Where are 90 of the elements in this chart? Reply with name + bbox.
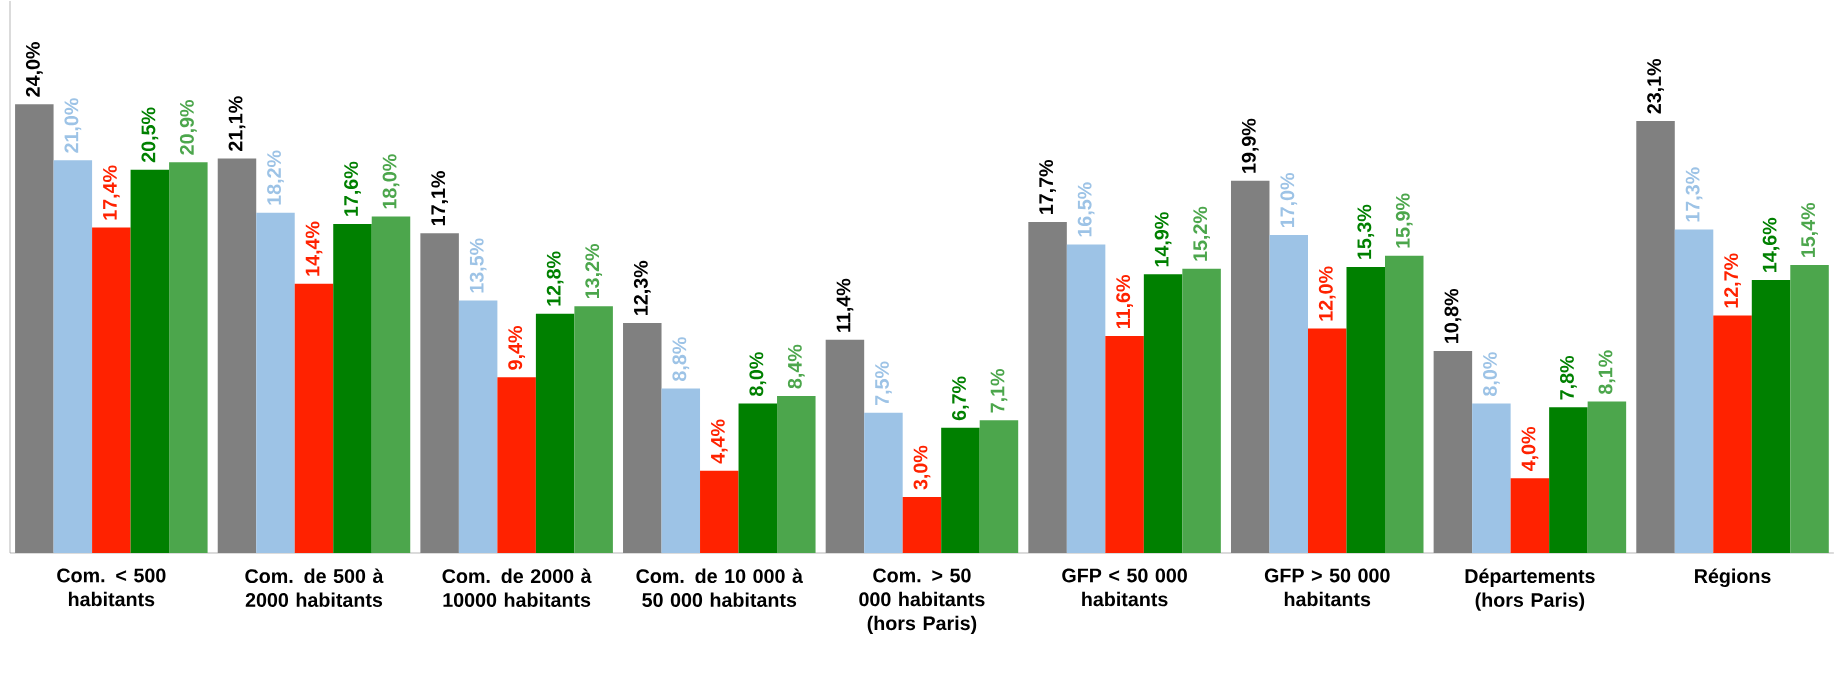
data-label: 23,1% xyxy=(1647,58,1664,114)
bar xyxy=(738,403,778,553)
bar xyxy=(1307,328,1347,553)
x-tick-label: GFP < 50 000 habitants xyxy=(1062,568,1187,607)
data-label: 12,0% xyxy=(1318,266,1336,321)
bar xyxy=(371,216,411,553)
data-label: 13,2% xyxy=(585,244,603,299)
x-tick-label: Régions xyxy=(1695,568,1771,588)
bar xyxy=(1385,255,1424,553)
bar xyxy=(1182,268,1221,553)
x-tick-label: Com. > 50 000 habitants (hors Paris) xyxy=(859,568,985,635)
x-tick-label: Com. de 10 000 à 50 000 habitants xyxy=(636,568,803,607)
bar xyxy=(1105,336,1144,553)
bar xyxy=(92,227,131,553)
data-label: 17,1% xyxy=(431,171,448,226)
data-label: 18,2% xyxy=(267,150,284,205)
data-label: 8,8% xyxy=(672,337,690,381)
bar xyxy=(574,306,613,553)
data-label: 7,5% xyxy=(875,361,892,406)
data-label: 12,7% xyxy=(1724,253,1741,308)
data-label: 3,0% xyxy=(913,445,931,490)
bar xyxy=(1269,235,1308,553)
data-label: 7,1% xyxy=(990,369,1008,413)
bar xyxy=(1549,407,1588,553)
data-label: 13,5% xyxy=(469,238,487,293)
data-label: 11,4% xyxy=(836,278,854,332)
data-label: 12,3% xyxy=(633,260,651,315)
data-label: 8,0% xyxy=(1482,352,1500,396)
data-label: 12,8% xyxy=(546,251,564,306)
bar xyxy=(1346,266,1385,553)
data-label: 10,8% xyxy=(1444,288,1462,343)
data-label: 21,0% xyxy=(64,98,82,153)
bar xyxy=(1751,279,1791,553)
data-label: 16,5% xyxy=(1077,182,1095,237)
bar xyxy=(535,313,575,553)
bar xyxy=(777,395,816,553)
x-tick-label: Départements (hors Paris) xyxy=(1465,568,1595,611)
data-label: 6,7% xyxy=(952,376,969,421)
data-label: 15,4% xyxy=(1801,202,1818,257)
bar xyxy=(979,420,1019,553)
bar xyxy=(256,212,295,553)
bar xyxy=(458,300,498,553)
bar xyxy=(661,388,701,553)
data-label: 15,3% xyxy=(1357,204,1375,259)
data-label: 4,4% xyxy=(710,419,728,464)
x-tick-label: Com. de 500 à 2000 habitants xyxy=(245,568,384,607)
bar xyxy=(1066,244,1106,553)
bar xyxy=(1674,229,1714,553)
data-label: 7,8% xyxy=(1559,355,1577,400)
bar xyxy=(1472,403,1511,553)
bar xyxy=(53,160,93,553)
bar xyxy=(864,412,903,553)
data-label: 8,1% xyxy=(1598,350,1616,395)
data-label: 15,9% xyxy=(1395,193,1413,248)
bar xyxy=(1510,478,1550,553)
bar xyxy=(497,377,536,553)
x-tick-label: GFP > 50 000 habitants xyxy=(1264,568,1390,607)
bar xyxy=(333,223,372,553)
data-label: 17,7% xyxy=(1039,159,1056,214)
bar xyxy=(941,427,980,553)
data-label: 15,2% xyxy=(1193,206,1210,261)
data-label: 8,0% xyxy=(749,352,767,396)
data-label: 11,6% xyxy=(1116,275,1133,328)
bar xyxy=(1143,274,1183,553)
bar xyxy=(169,162,208,553)
data-label: 17,4% xyxy=(102,165,120,220)
data-label: 4,0% xyxy=(1521,427,1539,472)
data-label: 24,0% xyxy=(25,42,43,97)
data-label: 18,0% xyxy=(382,154,400,209)
data-label: 19,9% xyxy=(1241,118,1259,173)
bar xyxy=(1713,315,1752,553)
bar xyxy=(902,496,942,553)
bar xyxy=(294,283,334,553)
data-label: 17,3% xyxy=(1685,167,1703,222)
bar xyxy=(130,169,170,553)
data-label: 17,0% xyxy=(1280,172,1298,228)
data-label: 20,9% xyxy=(179,100,197,155)
bar xyxy=(1587,401,1627,553)
data-label: 14,6% xyxy=(1762,217,1780,272)
bar xyxy=(700,470,739,553)
x-tick-label: Com. de 2000 à 10000 habitants xyxy=(442,568,592,607)
data-label: 17,6% xyxy=(344,161,361,216)
x-tick-label: Com. < 500 habitants xyxy=(57,568,166,607)
bar xyxy=(1790,265,1829,553)
data-label: 14,9% xyxy=(1154,212,1172,267)
data-label: 20,5% xyxy=(141,107,159,163)
data-label: 8,4% xyxy=(787,344,805,389)
data-label: 9,4% xyxy=(508,326,526,370)
data-label: 21,1% xyxy=(228,96,246,151)
data-label: 14,4% xyxy=(305,221,323,276)
